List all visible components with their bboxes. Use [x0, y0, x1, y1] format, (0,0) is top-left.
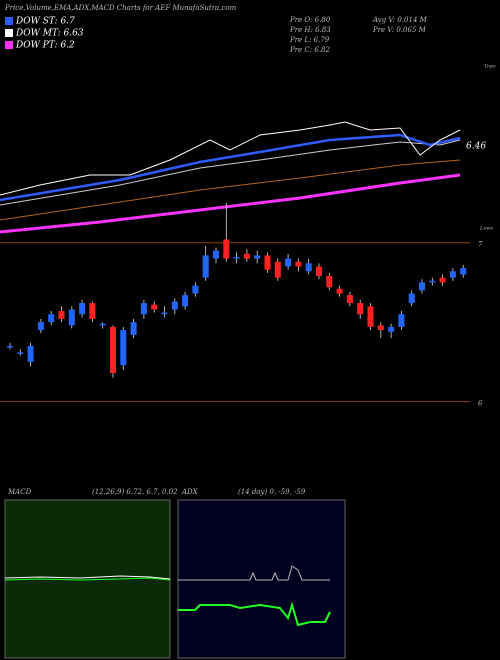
candle-body [243, 253, 250, 259]
candle-body [213, 250, 219, 259]
macd-line [4, 575, 171, 580]
adx-line [178, 565, 330, 581]
legend-label: DOW MT: 6.63 [15, 29, 84, 39]
macd-line [4, 577, 171, 581]
candle-body [254, 255, 261, 259]
lows-label: Lows [479, 226, 494, 232]
candle-body [295, 261, 302, 267]
candle-body [316, 266, 322, 277]
candle-body [17, 352, 24, 354]
candle-body [233, 256, 240, 259]
stat: Pre C: 6.82 [289, 46, 330, 54]
candle-body [264, 255, 271, 270]
legend-label: DOW ST: 6.7 [15, 17, 75, 27]
candle-body [357, 303, 364, 315]
candle-body [120, 330, 127, 366]
stat: Avg V: 0.014 M [372, 16, 428, 24]
candle-body [285, 258, 292, 267]
candle-body [171, 301, 178, 310]
adx-line [178, 601, 331, 627]
y-tick-label: 6 [478, 400, 483, 408]
candle-body [346, 295, 353, 304]
candle-body [110, 326, 116, 374]
candle-body [377, 325, 384, 331]
candle-body [388, 326, 395, 332]
candle-body [429, 280, 436, 283]
stat: Pre H: 6.83 [289, 26, 331, 34]
candle-body [192, 285, 199, 294]
candle-body [419, 282, 425, 291]
candle-body [449, 271, 456, 278]
candle-body [182, 295, 189, 307]
candle-body [305, 263, 312, 272]
candle-body [336, 288, 343, 294]
candle-body [274, 261, 281, 278]
candle-body [140, 303, 147, 315]
candle-body [223, 239, 230, 259]
candle-body [202, 255, 209, 278]
ema-line [0, 159, 461, 221]
candle-body [398, 314, 405, 327]
candle-body [7, 346, 13, 348]
legend-swatch [5, 41, 13, 49]
candle-body [48, 314, 55, 323]
candle-body [37, 322, 44, 331]
candle-body [130, 322, 137, 335]
legend: DOW ST: 6.7 DOW MT: 6.63 DOW PT: 6.2 [5, 17, 84, 51]
macd-label: MACD [7, 488, 32, 496]
candle-body [151, 304, 158, 310]
ema-line [0, 173, 461, 234]
stat: Pre V: 0.065 M [372, 26, 427, 34]
price-line [0, 121, 461, 196]
stat: Pre O: 6.80 [289, 16, 331, 24]
candle-body [326, 276, 333, 288]
adx-label: ADX [181, 488, 199, 496]
candle-body [79, 303, 86, 315]
legend-swatch [5, 29, 13, 37]
candle-body [58, 311, 65, 319]
candle-body [89, 303, 96, 319]
candle-body [68, 309, 75, 326]
legend-label: DOW PT: 6.2 [15, 41, 75, 51]
candle-body [161, 312, 168, 315]
tops-label: Tops [484, 64, 496, 70]
stat: Pre L: 6.79 [289, 36, 330, 44]
candle-body [27, 346, 34, 362]
candle-body [439, 277, 446, 283]
candle-body [99, 323, 106, 326]
macd-params: (12,26,9) 6.72, 6.7, 0.02 [92, 488, 178, 496]
adx-panel [177, 499, 346, 659]
value-label: 6.46 [466, 142, 486, 152]
candle-body [367, 306, 374, 327]
y-tick-label: 7 [478, 241, 483, 249]
legend-swatch [5, 17, 13, 25]
adx-params: (14 day) 0, -59, -59 [238, 488, 306, 496]
candle-body [408, 293, 415, 304]
candle-body [460, 268, 467, 275]
ema-line [0, 133, 461, 202]
title: Price,Volume,EMA,ADX,MACD Charts for AEF… [4, 4, 237, 12]
